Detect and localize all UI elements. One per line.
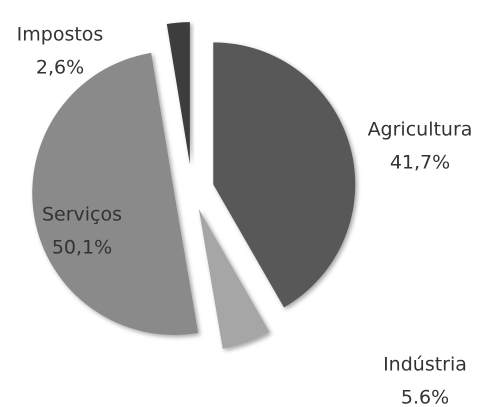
slice-value-label: 50,1% (52, 237, 112, 259)
slice-value-label: 2,6% (36, 57, 84, 79)
pie-slice (198, 208, 270, 349)
slice-label: Indústria (383, 354, 467, 376)
pie-slice (166, 22, 190, 165)
slice-value-label: 41,7% (390, 152, 450, 174)
slice-label: Agricultura (368, 119, 473, 141)
slice-value-label: 5.6% (401, 387, 449, 407)
slice-label: Impostos (17, 24, 104, 46)
pie-slice (213, 42, 356, 308)
slice-label: Serviços (42, 204, 122, 226)
pie-slice (32, 52, 199, 335)
